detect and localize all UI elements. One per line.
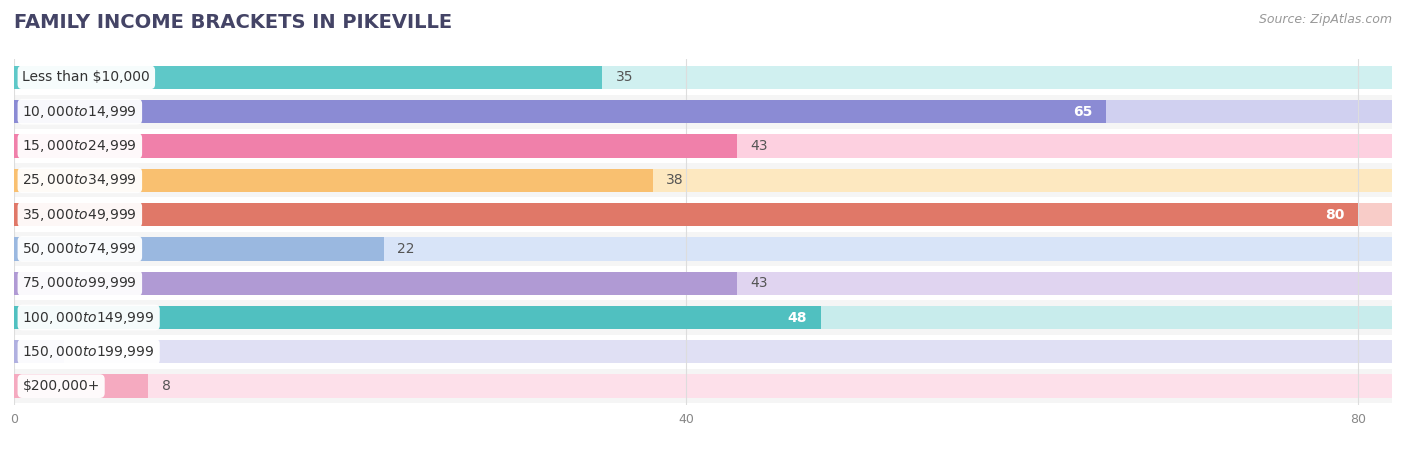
- Bar: [14, 374, 1392, 398]
- Bar: [14, 169, 652, 192]
- Bar: [14, 271, 737, 295]
- Text: $35,000 to $49,999: $35,000 to $49,999: [22, 207, 138, 223]
- Bar: [14, 266, 1392, 300]
- Bar: [14, 237, 384, 261]
- Text: 48: 48: [787, 310, 807, 324]
- Bar: [14, 134, 737, 158]
- Bar: [14, 306, 821, 329]
- Text: 65: 65: [1073, 105, 1092, 119]
- Bar: [14, 60, 1392, 94]
- Bar: [14, 232, 1392, 266]
- Bar: [14, 129, 1392, 163]
- Text: $10,000 to $14,999: $10,000 to $14,999: [22, 104, 138, 120]
- Text: 35: 35: [616, 70, 633, 84]
- Text: $150,000 to $199,999: $150,000 to $199,999: [22, 344, 155, 360]
- Bar: [14, 340, 1392, 364]
- Text: $75,000 to $99,999: $75,000 to $99,999: [22, 275, 138, 291]
- Bar: [14, 94, 1392, 129]
- Text: 8: 8: [162, 379, 170, 393]
- Text: Less than $10,000: Less than $10,000: [22, 70, 150, 84]
- Bar: [14, 203, 1358, 226]
- Bar: [14, 369, 1392, 403]
- Bar: [14, 134, 1392, 158]
- Bar: [14, 198, 1392, 232]
- Bar: [14, 335, 1392, 369]
- Text: $200,000+: $200,000+: [22, 379, 100, 393]
- Text: 38: 38: [666, 173, 683, 187]
- Bar: [14, 100, 1107, 123]
- Bar: [14, 271, 1392, 295]
- Text: $15,000 to $24,999: $15,000 to $24,999: [22, 138, 138, 154]
- Bar: [14, 163, 1392, 198]
- Text: 3: 3: [77, 345, 87, 359]
- Bar: [14, 100, 1392, 123]
- Bar: [14, 374, 149, 398]
- Text: 43: 43: [749, 139, 768, 153]
- Bar: [14, 66, 1392, 89]
- Text: 80: 80: [1326, 207, 1346, 221]
- Bar: [14, 300, 1392, 335]
- Bar: [14, 203, 1392, 226]
- Text: 43: 43: [749, 276, 768, 290]
- Text: 22: 22: [396, 242, 415, 256]
- Bar: [14, 169, 1392, 192]
- Text: $25,000 to $34,999: $25,000 to $34,999: [22, 172, 138, 188]
- Text: FAMILY INCOME BRACKETS IN PIKEVILLE: FAMILY INCOME BRACKETS IN PIKEVILLE: [14, 14, 453, 32]
- Text: $50,000 to $74,999: $50,000 to $74,999: [22, 241, 138, 257]
- Bar: [14, 306, 1392, 329]
- Text: Source: ZipAtlas.com: Source: ZipAtlas.com: [1258, 14, 1392, 27]
- Text: $100,000 to $149,999: $100,000 to $149,999: [22, 310, 155, 325]
- Bar: [14, 66, 602, 89]
- Bar: [14, 340, 65, 364]
- Bar: [14, 237, 1392, 261]
